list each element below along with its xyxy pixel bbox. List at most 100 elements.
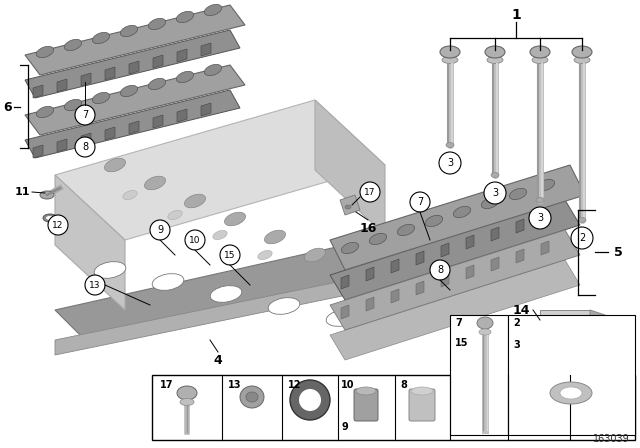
Ellipse shape (92, 32, 109, 43)
Ellipse shape (397, 224, 415, 236)
Text: 10: 10 (189, 236, 201, 245)
Polygon shape (105, 67, 115, 80)
Polygon shape (25, 5, 245, 75)
Text: 7: 7 (455, 318, 461, 328)
Ellipse shape (213, 230, 227, 240)
Ellipse shape (491, 172, 499, 177)
Polygon shape (57, 79, 67, 92)
Circle shape (529, 207, 551, 229)
Polygon shape (25, 65, 245, 135)
Ellipse shape (152, 274, 184, 290)
Polygon shape (341, 305, 349, 319)
Text: 14: 14 (513, 303, 530, 316)
Ellipse shape (36, 106, 54, 118)
Ellipse shape (240, 386, 264, 408)
Ellipse shape (442, 56, 458, 64)
Polygon shape (201, 43, 211, 56)
Text: 3: 3 (447, 158, 453, 168)
Polygon shape (491, 227, 499, 241)
Text: 11: 11 (14, 187, 29, 197)
Ellipse shape (341, 242, 358, 254)
Polygon shape (33, 85, 43, 98)
Ellipse shape (120, 86, 138, 97)
Circle shape (75, 137, 95, 157)
Circle shape (48, 215, 68, 235)
Ellipse shape (356, 387, 376, 395)
Circle shape (85, 275, 105, 295)
Ellipse shape (572, 46, 592, 58)
Polygon shape (540, 325, 590, 345)
Circle shape (75, 105, 95, 125)
Ellipse shape (574, 56, 590, 64)
Ellipse shape (180, 399, 194, 405)
Text: 3: 3 (537, 213, 543, 223)
Polygon shape (330, 230, 580, 330)
Ellipse shape (479, 329, 491, 335)
Polygon shape (466, 265, 474, 279)
Text: 1: 1 (511, 8, 521, 22)
Polygon shape (391, 289, 399, 303)
Text: 9: 9 (341, 422, 348, 432)
Text: 2: 2 (513, 318, 520, 328)
Ellipse shape (487, 56, 503, 64)
Bar (508, 315, 635, 435)
Text: 5: 5 (614, 246, 622, 258)
Ellipse shape (204, 65, 221, 76)
Ellipse shape (177, 11, 194, 22)
Text: 7: 7 (82, 110, 88, 120)
Ellipse shape (264, 230, 285, 244)
Ellipse shape (148, 78, 166, 90)
Polygon shape (590, 310, 605, 345)
Polygon shape (153, 115, 163, 128)
Ellipse shape (104, 158, 125, 172)
Text: 3: 3 (513, 340, 520, 350)
Text: 8: 8 (82, 142, 88, 152)
Ellipse shape (481, 198, 499, 209)
Ellipse shape (453, 207, 470, 218)
Ellipse shape (184, 194, 205, 208)
Ellipse shape (46, 216, 54, 220)
Text: 9: 9 (157, 225, 163, 235)
Ellipse shape (477, 317, 493, 329)
Circle shape (360, 182, 380, 202)
Ellipse shape (43, 214, 57, 222)
Polygon shape (516, 249, 524, 263)
Ellipse shape (168, 211, 182, 220)
Polygon shape (153, 55, 163, 68)
Polygon shape (81, 73, 91, 86)
Text: 163039: 163039 (593, 434, 630, 444)
Text: 17: 17 (160, 380, 173, 390)
Polygon shape (441, 243, 449, 257)
Polygon shape (416, 281, 424, 295)
Circle shape (410, 192, 430, 212)
Polygon shape (366, 267, 374, 281)
Text: 8: 8 (400, 380, 407, 390)
Ellipse shape (326, 310, 358, 326)
Polygon shape (416, 251, 424, 265)
Circle shape (185, 230, 205, 250)
Ellipse shape (446, 142, 454, 147)
FancyBboxPatch shape (354, 389, 378, 421)
Polygon shape (201, 103, 211, 116)
Polygon shape (330, 260, 580, 360)
Text: 15: 15 (455, 338, 468, 348)
Ellipse shape (560, 387, 582, 399)
Polygon shape (466, 235, 474, 249)
Polygon shape (129, 61, 139, 74)
Ellipse shape (305, 248, 326, 262)
Bar (152, 375, 635, 440)
Ellipse shape (145, 176, 166, 190)
Circle shape (150, 220, 170, 240)
Polygon shape (330, 165, 585, 270)
Text: 13: 13 (89, 280, 100, 289)
Polygon shape (491, 257, 499, 271)
Polygon shape (541, 211, 549, 225)
Ellipse shape (177, 71, 194, 82)
Polygon shape (540, 310, 590, 325)
Ellipse shape (65, 39, 82, 51)
Circle shape (430, 260, 450, 280)
Polygon shape (315, 100, 385, 235)
Polygon shape (81, 133, 91, 146)
FancyBboxPatch shape (409, 389, 435, 421)
Ellipse shape (258, 250, 272, 259)
